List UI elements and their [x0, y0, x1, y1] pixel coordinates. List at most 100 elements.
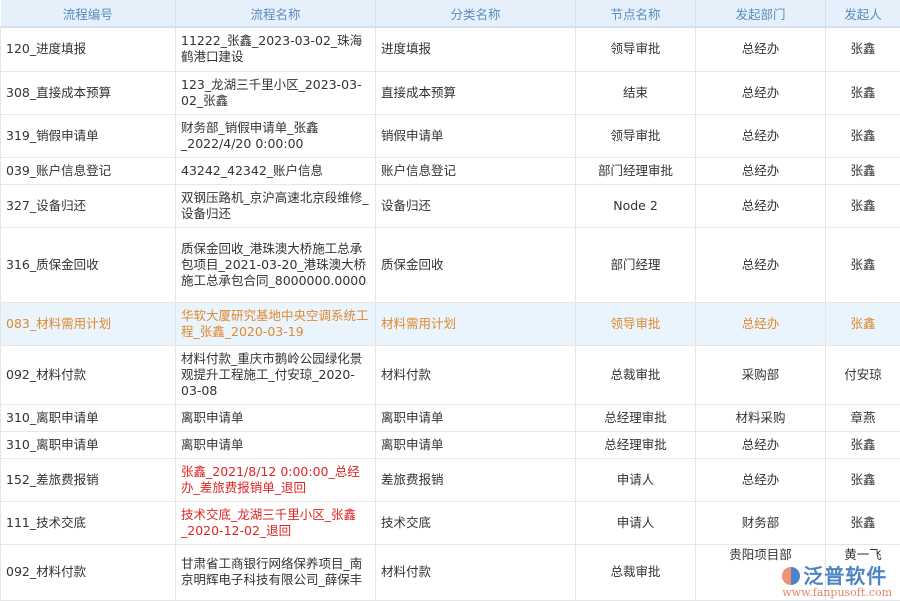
row-user: 章燕	[826, 404, 900, 431]
row-category: 进度填报	[376, 27, 576, 71]
row-name: 离职申请单	[176, 431, 376, 458]
row-dept: 总经办	[696, 184, 826, 227]
table-row[interactable]: 092_材料付款材料付款_重庆市鹅岭公园绿化景观提升工程施工_付安琼_2020-…	[1, 345, 900, 404]
row-id: 308_直接成本预算	[1, 71, 176, 114]
brand-url: www.fanpusoft.com	[782, 587, 892, 599]
row-category: 材料需用计划	[376, 302, 576, 345]
table-row[interactable]: 310_离职申请单离职申请单离职申请单总经理审批总经办张鑫	[1, 431, 900, 458]
row-id: 039_账户信息登记	[1, 157, 176, 184]
row-dept: 总经办	[696, 431, 826, 458]
row-dept: 总经办	[696, 302, 826, 345]
row-dept: 总经办	[696, 458, 826, 501]
row-name: 技术交底_龙湖三千里小区_张鑫_2020-12-02_退回	[176, 501, 376, 544]
row-user: 张鑫	[826, 431, 900, 458]
row-name: 张鑫_2021/8/12 0:00:00_总经办_差旅费报销单_退回	[176, 458, 376, 501]
table-header: 流程编号 流程名称 分类名称 节点名称 发起部门 发起人	[1, 0, 900, 27]
row-dept: 财务部	[696, 501, 826, 544]
row-category: 材料付款	[376, 544, 576, 600]
brand-watermark: 泛普软件 www.fanpusoft.com	[782, 565, 892, 599]
row-user: 张鑫	[826, 27, 900, 71]
brand-name: 泛普软件	[803, 565, 887, 587]
col-header-node[interactable]: 节点名称	[576, 0, 696, 27]
row-node: Node 2	[576, 184, 696, 227]
table-row[interactable]: 152_差旅费报销张鑫_2021/8/12 0:00:00_总经办_差旅费报销单…	[1, 458, 900, 501]
row-id: 310_离职申请单	[1, 431, 176, 458]
row-node: 部门经理审批	[576, 157, 696, 184]
row-node: 领导审批	[576, 114, 696, 157]
row-node: 结束	[576, 71, 696, 114]
row-node: 总裁审批	[576, 345, 696, 404]
row-name: 离职申请单	[176, 404, 376, 431]
row-name: 财务部_销假申请单_张鑫_2022/4/20 0:00:00	[176, 114, 376, 157]
row-dept: 总经办	[696, 27, 826, 71]
row-dept: 总经办	[696, 114, 826, 157]
row-id: 111_技术交底	[1, 501, 176, 544]
col-header-id[interactable]: 流程编号	[1, 0, 176, 27]
row-id: 120_进度填报	[1, 27, 176, 71]
row-node: 总经理审批	[576, 431, 696, 458]
row-category: 技术交底	[376, 501, 576, 544]
row-user: 张鑫	[826, 501, 900, 544]
row-category: 材料付款	[376, 345, 576, 404]
row-name: 甘肃省工商银行网络保养项目_南京明辉电子科技有限公司_薛保丰	[176, 544, 376, 600]
col-header-category[interactable]: 分类名称	[376, 0, 576, 27]
row-node: 领导审批	[576, 302, 696, 345]
row-category: 直接成本预算	[376, 71, 576, 114]
table-row[interactable]: 316_质保金回收质保金回收_港珠澳大桥施工总承包项目_2021-03-20_港…	[1, 227, 900, 302]
row-name: 质保金回收_港珠澳大桥施工总承包项目_2021-03-20_港珠澳大桥施工总承包…	[176, 227, 376, 302]
row-category: 账户信息登记	[376, 157, 576, 184]
row-dept: 总经办	[696, 71, 826, 114]
row-name: 华软大厦研究基地中央空调系统工程_张鑫_2020-03-19	[176, 302, 376, 345]
row-id: 310_离职申请单	[1, 404, 176, 431]
row-category: 离职申请单	[376, 404, 576, 431]
row-category: 销假申请单	[376, 114, 576, 157]
row-name: 43242_42342_账户信息	[176, 157, 376, 184]
row-id: 327_设备归还	[1, 184, 176, 227]
row-user: 付安琼	[826, 345, 900, 404]
row-name: 双钢压路机_京沪高速北京段维修_设备归还	[176, 184, 376, 227]
table-row[interactable]: 310_离职申请单离职申请单离职申请单总经理审批材料采购章燕	[1, 404, 900, 431]
row-user: 张鑫	[826, 114, 900, 157]
row-category: 差旅费报销	[376, 458, 576, 501]
row-id: 083_材料需用计划	[1, 302, 176, 345]
row-category: 离职申请单	[376, 431, 576, 458]
logo-icon	[782, 567, 800, 585]
table-row[interactable]: 092_材料付款甘肃省工商银行网络保养项目_南京明辉电子科技有限公司_薛保丰材料…	[1, 544, 900, 600]
row-id: 092_材料付款	[1, 544, 176, 600]
row-category: 质保金回收	[376, 227, 576, 302]
row-user: 张鑫	[826, 227, 900, 302]
row-dept: 总经办	[696, 157, 826, 184]
col-header-dept[interactable]: 发起部门	[696, 0, 826, 27]
col-header-user[interactable]: 发起人	[826, 0, 900, 27]
row-name: 11222_张鑫_2023-03-02_珠海鹤港口建设	[176, 27, 376, 71]
row-user: 张鑫	[826, 157, 900, 184]
table-row[interactable]: 083_材料需用计划华软大厦研究基地中央空调系统工程_张鑫_2020-03-19…	[1, 302, 900, 345]
row-dept: 材料采购	[696, 404, 826, 431]
row-id: 092_材料付款	[1, 345, 176, 404]
row-user: 张鑫	[826, 458, 900, 501]
row-user: 张鑫	[826, 184, 900, 227]
row-node: 领导审批	[576, 27, 696, 71]
row-user: 张鑫	[826, 71, 900, 114]
row-node: 申请人	[576, 501, 696, 544]
row-dept: 总经办	[696, 227, 826, 302]
row-node: 部门经理	[576, 227, 696, 302]
row-id: 319_销假申请单	[1, 114, 176, 157]
row-dept: 采购部	[696, 345, 826, 404]
row-node: 申请人	[576, 458, 696, 501]
row-user: 张鑫	[826, 302, 900, 345]
table-row[interactable]: 111_技术交底技术交底_龙湖三千里小区_张鑫_2020-12-02_退回技术交…	[1, 501, 900, 544]
row-node: 总经理审批	[576, 404, 696, 431]
row-id: 316_质保金回收	[1, 227, 176, 302]
row-id: 152_差旅费报销	[1, 458, 176, 501]
col-header-name[interactable]: 流程名称	[176, 0, 376, 27]
row-name: 材料付款_重庆市鹅岭公园绿化景观提升工程施工_付安琼_2020-03-08	[176, 345, 376, 404]
row-node: 总裁审批	[576, 544, 696, 600]
row-category: 设备归还	[376, 184, 576, 227]
